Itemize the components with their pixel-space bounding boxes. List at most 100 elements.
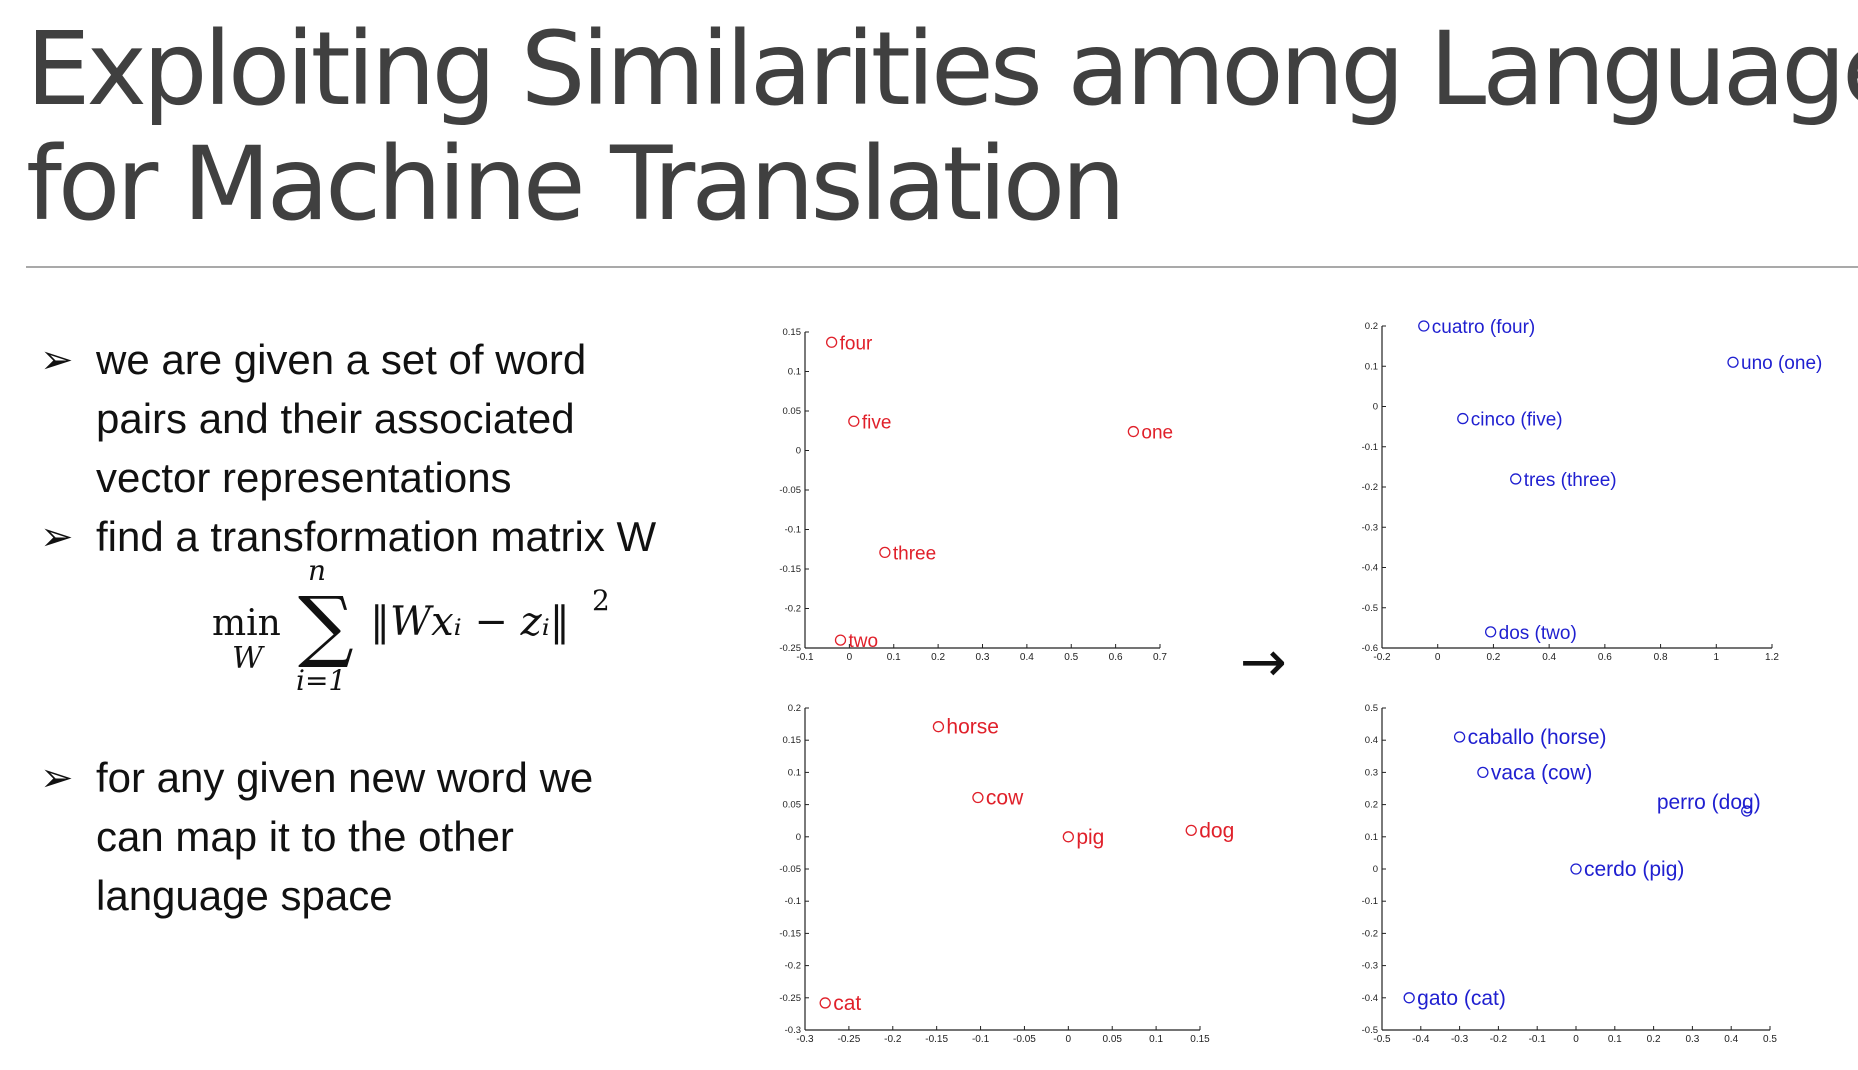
x-tick-label: -0.4: [1412, 1034, 1430, 1045]
bullet-line: language space: [96, 872, 393, 919]
eq-exponent: 2: [592, 584, 610, 617]
x-tick-label: 0: [1066, 1034, 1072, 1045]
data-point-marker: [1127, 425, 1140, 438]
data-point-label: cuatro (four): [1432, 317, 1535, 338]
plot-numbers-english: -0.1 0 0.1 0.2 0.3 0.4 0.5 0.6 0.7 -0.25 -0.2 -0.15…: [779, 318, 1260, 663]
scatter-plot-animals-english: -0.3 -0.25 -0.2 -0.15 -0.1 -0.05 0 0.05 0.1 0.15 -…: [779, 703, 1234, 1045]
x-tick-label: -0.3: [1451, 1034, 1469, 1045]
y-tick-label: 0: [1373, 864, 1378, 875]
x-tick-label: 0.2: [1486, 652, 1500, 663]
data-point-marker: [1403, 992, 1415, 1004]
y-tick-label: -0.2: [785, 604, 801, 615]
y-tick-label: -0.4: [1362, 993, 1378, 1004]
scatter-plot-numbers-english: -0.1 0 0.1 0.2 0.3 0.4 0.5 0.6 0.7 -0.25 -0.2 -0.15…: [779, 327, 1173, 663]
y-tick-label: 0: [1373, 402, 1378, 413]
data-point-marker: [879, 546, 891, 559]
y-tick-label: 0.2: [1365, 800, 1378, 811]
data-point-marker: [932, 721, 945, 733]
bullet-line: we are given a set of word: [96, 336, 587, 383]
eq-sum-top: n: [308, 560, 326, 587]
eq-min-subscript: W: [232, 641, 265, 676]
title-divider: [26, 266, 1858, 268]
x-tick-label: 0.4: [1020, 652, 1034, 663]
data-point-label: five: [862, 412, 892, 433]
data-point-marker: [1185, 824, 1197, 837]
data-point-label: dog: [1199, 819, 1234, 842]
y-tick-label: 0.1: [1365, 832, 1378, 843]
y-tick-label: -0.05: [779, 485, 801, 496]
y-tick-label: 0.4: [1365, 735, 1378, 746]
data-point-label: two: [849, 631, 879, 652]
y-tick-label: 0.05: [783, 800, 802, 811]
x-tick-label: 0.6: [1598, 652, 1612, 663]
y-tick-label: 0.2: [1365, 321, 1378, 332]
eq-body: ‖Wxᵢ − zᵢ‖: [370, 599, 570, 645]
x-tick-label: 0.05: [1102, 1034, 1122, 1045]
x-tick-label: 0: [847, 652, 853, 663]
y-tick-label: -0.15: [779, 928, 801, 939]
y-tick-label: -0.2: [785, 961, 801, 972]
data-point-label: perro (dog): [1657, 791, 1761, 814]
data-point-label: three: [893, 543, 936, 564]
data-point-label: four: [840, 333, 873, 354]
x-tick-label: 0: [1573, 1034, 1579, 1045]
scatter-plot-animals-spanish: -0.5 -0.4 -0.3 -0.2 -0.1 0 0.1 0.2 0.3 0.4 0.5 -0.5…: [1362, 703, 1778, 1045]
y-tick-label: -0.2: [1362, 482, 1378, 493]
bullet-line: vector representations: [96, 454, 512, 501]
y-tick-label: 0.1: [788, 367, 801, 378]
arrow-bullet-icon: ➢: [40, 338, 74, 382]
y-tick-label: -0.2: [1362, 928, 1378, 939]
y-tick-label: -0.1: [1362, 896, 1378, 907]
x-tick-label: -0.05: [1013, 1034, 1036, 1045]
x-tick-label: 0.1: [1149, 1034, 1163, 1045]
x-tick-label: 0.8: [1654, 652, 1668, 663]
y-tick-label: 0.15: [783, 735, 802, 746]
x-tick-label: 0.4: [1542, 652, 1556, 663]
x-tick-label: 0.15: [1190, 1034, 1210, 1045]
x-tick-label: 0.5: [1064, 652, 1078, 663]
slide-title: Exploiting Similarities among Languages …: [26, 12, 1858, 244]
x-tick-label: 0.6: [1109, 652, 1123, 663]
y-tick-label: -0.1: [1362, 442, 1378, 453]
x-tick-label: -0.1: [1529, 1034, 1547, 1045]
data-point-marker: [1570, 863, 1582, 875]
y-tick-label: -0.3: [1362, 522, 1378, 533]
x-tick-label: 0.1: [1608, 1034, 1622, 1045]
data-point-marker: [819, 997, 831, 1009]
bullet-line: can map it to the other: [96, 813, 514, 860]
y-tick-label: -0.1: [785, 525, 801, 536]
y-tick-label: 0.05: [783, 406, 802, 417]
y-tick-label: 0.15: [783, 327, 802, 338]
y-tick-label: 0.3: [1365, 767, 1378, 778]
data-point-marker: [1418, 320, 1430, 332]
x-tick-label: 0.3: [1685, 1034, 1699, 1045]
y-tick-label: -0.5: [1362, 1025, 1378, 1036]
y-tick-label: -0.05: [779, 864, 801, 875]
data-point-label: uno (one): [1741, 353, 1822, 374]
arrow-bullet-icon: ➢: [40, 756, 74, 800]
data-point-marker: [1741, 805, 1753, 817]
data-point-marker: [1484, 626, 1497, 638]
data-point-marker: [972, 791, 984, 804]
x-tick-label: 1.2: [1765, 652, 1779, 663]
data-point-label: cow: [986, 787, 1024, 810]
y-tick-label: -0.25: [779, 993, 801, 1004]
y-tick-label: 0: [796, 446, 801, 457]
scatter-plot-numbers-spanish: -0.2 0 0.2 0.4 0.6 0.8 1 1.2 -0.6 -0.5 -0.4 -0.3 -0.…: [1362, 317, 1823, 663]
eq-sigma: ∑: [298, 581, 354, 671]
data-point-label: caballo (horse): [1468, 726, 1607, 749]
slide-title-line-2: for Machine Translation: [26, 125, 1126, 244]
data-point-label: vaca (cow): [1491, 761, 1593, 784]
x-tick-label: 0.5: [1763, 1034, 1777, 1045]
x-tick-label: 0.4: [1724, 1034, 1738, 1045]
y-tick-label: -0.6: [1362, 643, 1378, 654]
x-tick-label: 0.7: [1153, 652, 1167, 663]
x-tick-label: 0: [1435, 652, 1441, 663]
x-tick-label: -0.5: [1373, 1034, 1391, 1045]
data-point-label: cinco (five): [1471, 410, 1563, 431]
data-point-label: cerdo (pig): [1584, 858, 1684, 881]
data-point-label: dos (two): [1499, 623, 1577, 644]
y-tick-label: -0.25: [779, 643, 801, 654]
y-tick-label: 0: [796, 832, 801, 843]
y-tick-label: 0.1: [1365, 361, 1378, 372]
